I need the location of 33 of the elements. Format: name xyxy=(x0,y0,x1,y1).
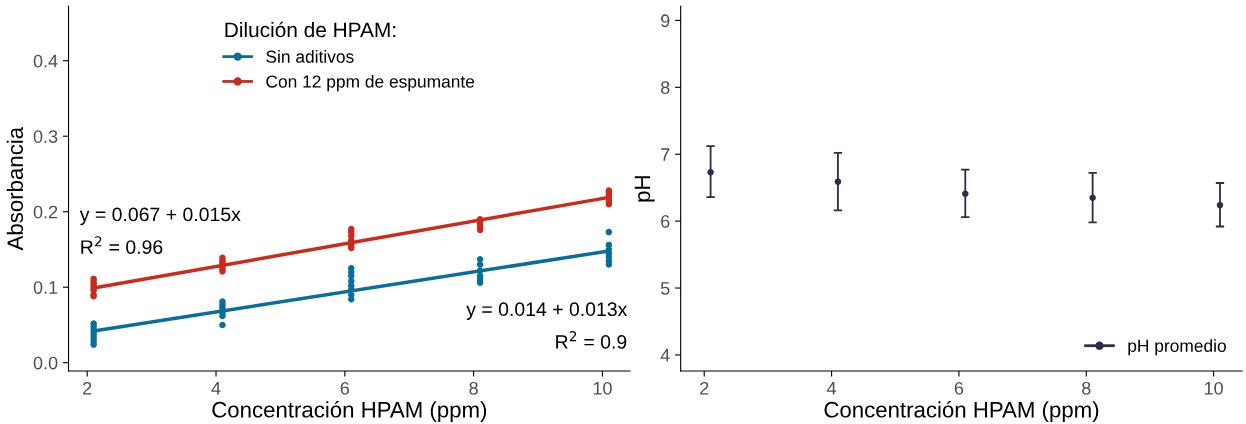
x-tick-label: 6 xyxy=(954,381,964,395)
legend-label: Sin aditivos xyxy=(266,50,354,63)
y-tick-label: 0.3 xyxy=(33,130,58,143)
x-axis-title: Concentración HPAM (ppm) xyxy=(824,401,1099,422)
y-axis-title: pH xyxy=(634,176,655,202)
y-tick-label: 4 xyxy=(660,349,670,362)
y-tick-label: 0.0 xyxy=(33,356,58,370)
x-tick-label: 2 xyxy=(83,381,92,395)
y-axis-title: Absorbancia xyxy=(6,126,24,251)
x-tick-label: 8 xyxy=(1082,381,1091,395)
y-tick-label: 5 xyxy=(660,282,670,295)
x-tick-label: 10 xyxy=(1204,381,1223,395)
y-tick-label: 7 xyxy=(661,148,670,161)
legend-label: Con 12 ppm de espumante xyxy=(266,74,475,92)
y-tick-label: 6 xyxy=(661,215,670,228)
x-tick-label: 6 xyxy=(340,381,350,395)
x-tick-label: 8 xyxy=(469,381,478,395)
y-tick-label: 0.1 xyxy=(33,281,58,294)
annotation: y = 0.014 + 0.013x xyxy=(466,302,628,320)
y-tick-label: 0.4 xyxy=(33,54,58,68)
legend-title: Dilución de HPAM: xyxy=(225,21,396,38)
x-axis-title: Concentración HPAM (ppm) xyxy=(212,401,487,422)
annotation: R$^{2}$ = 0.9 xyxy=(556,331,627,349)
x-tick-label: 4 xyxy=(211,382,221,395)
y-tick-label: 9 xyxy=(661,14,670,28)
y-tick-label: 8 xyxy=(660,81,670,95)
x-tick-label: 4 xyxy=(826,382,837,395)
x-tick-label: 2 xyxy=(700,381,709,395)
y-tick-label: 0.2 xyxy=(33,205,58,219)
annotation: y = 0.067 + 0.015x xyxy=(79,207,241,226)
annotation: R$^{2}$ = 0.96 xyxy=(81,236,163,254)
legend-label: pH promedio xyxy=(1128,339,1226,356)
x-tick-label: 10 xyxy=(593,381,612,395)
